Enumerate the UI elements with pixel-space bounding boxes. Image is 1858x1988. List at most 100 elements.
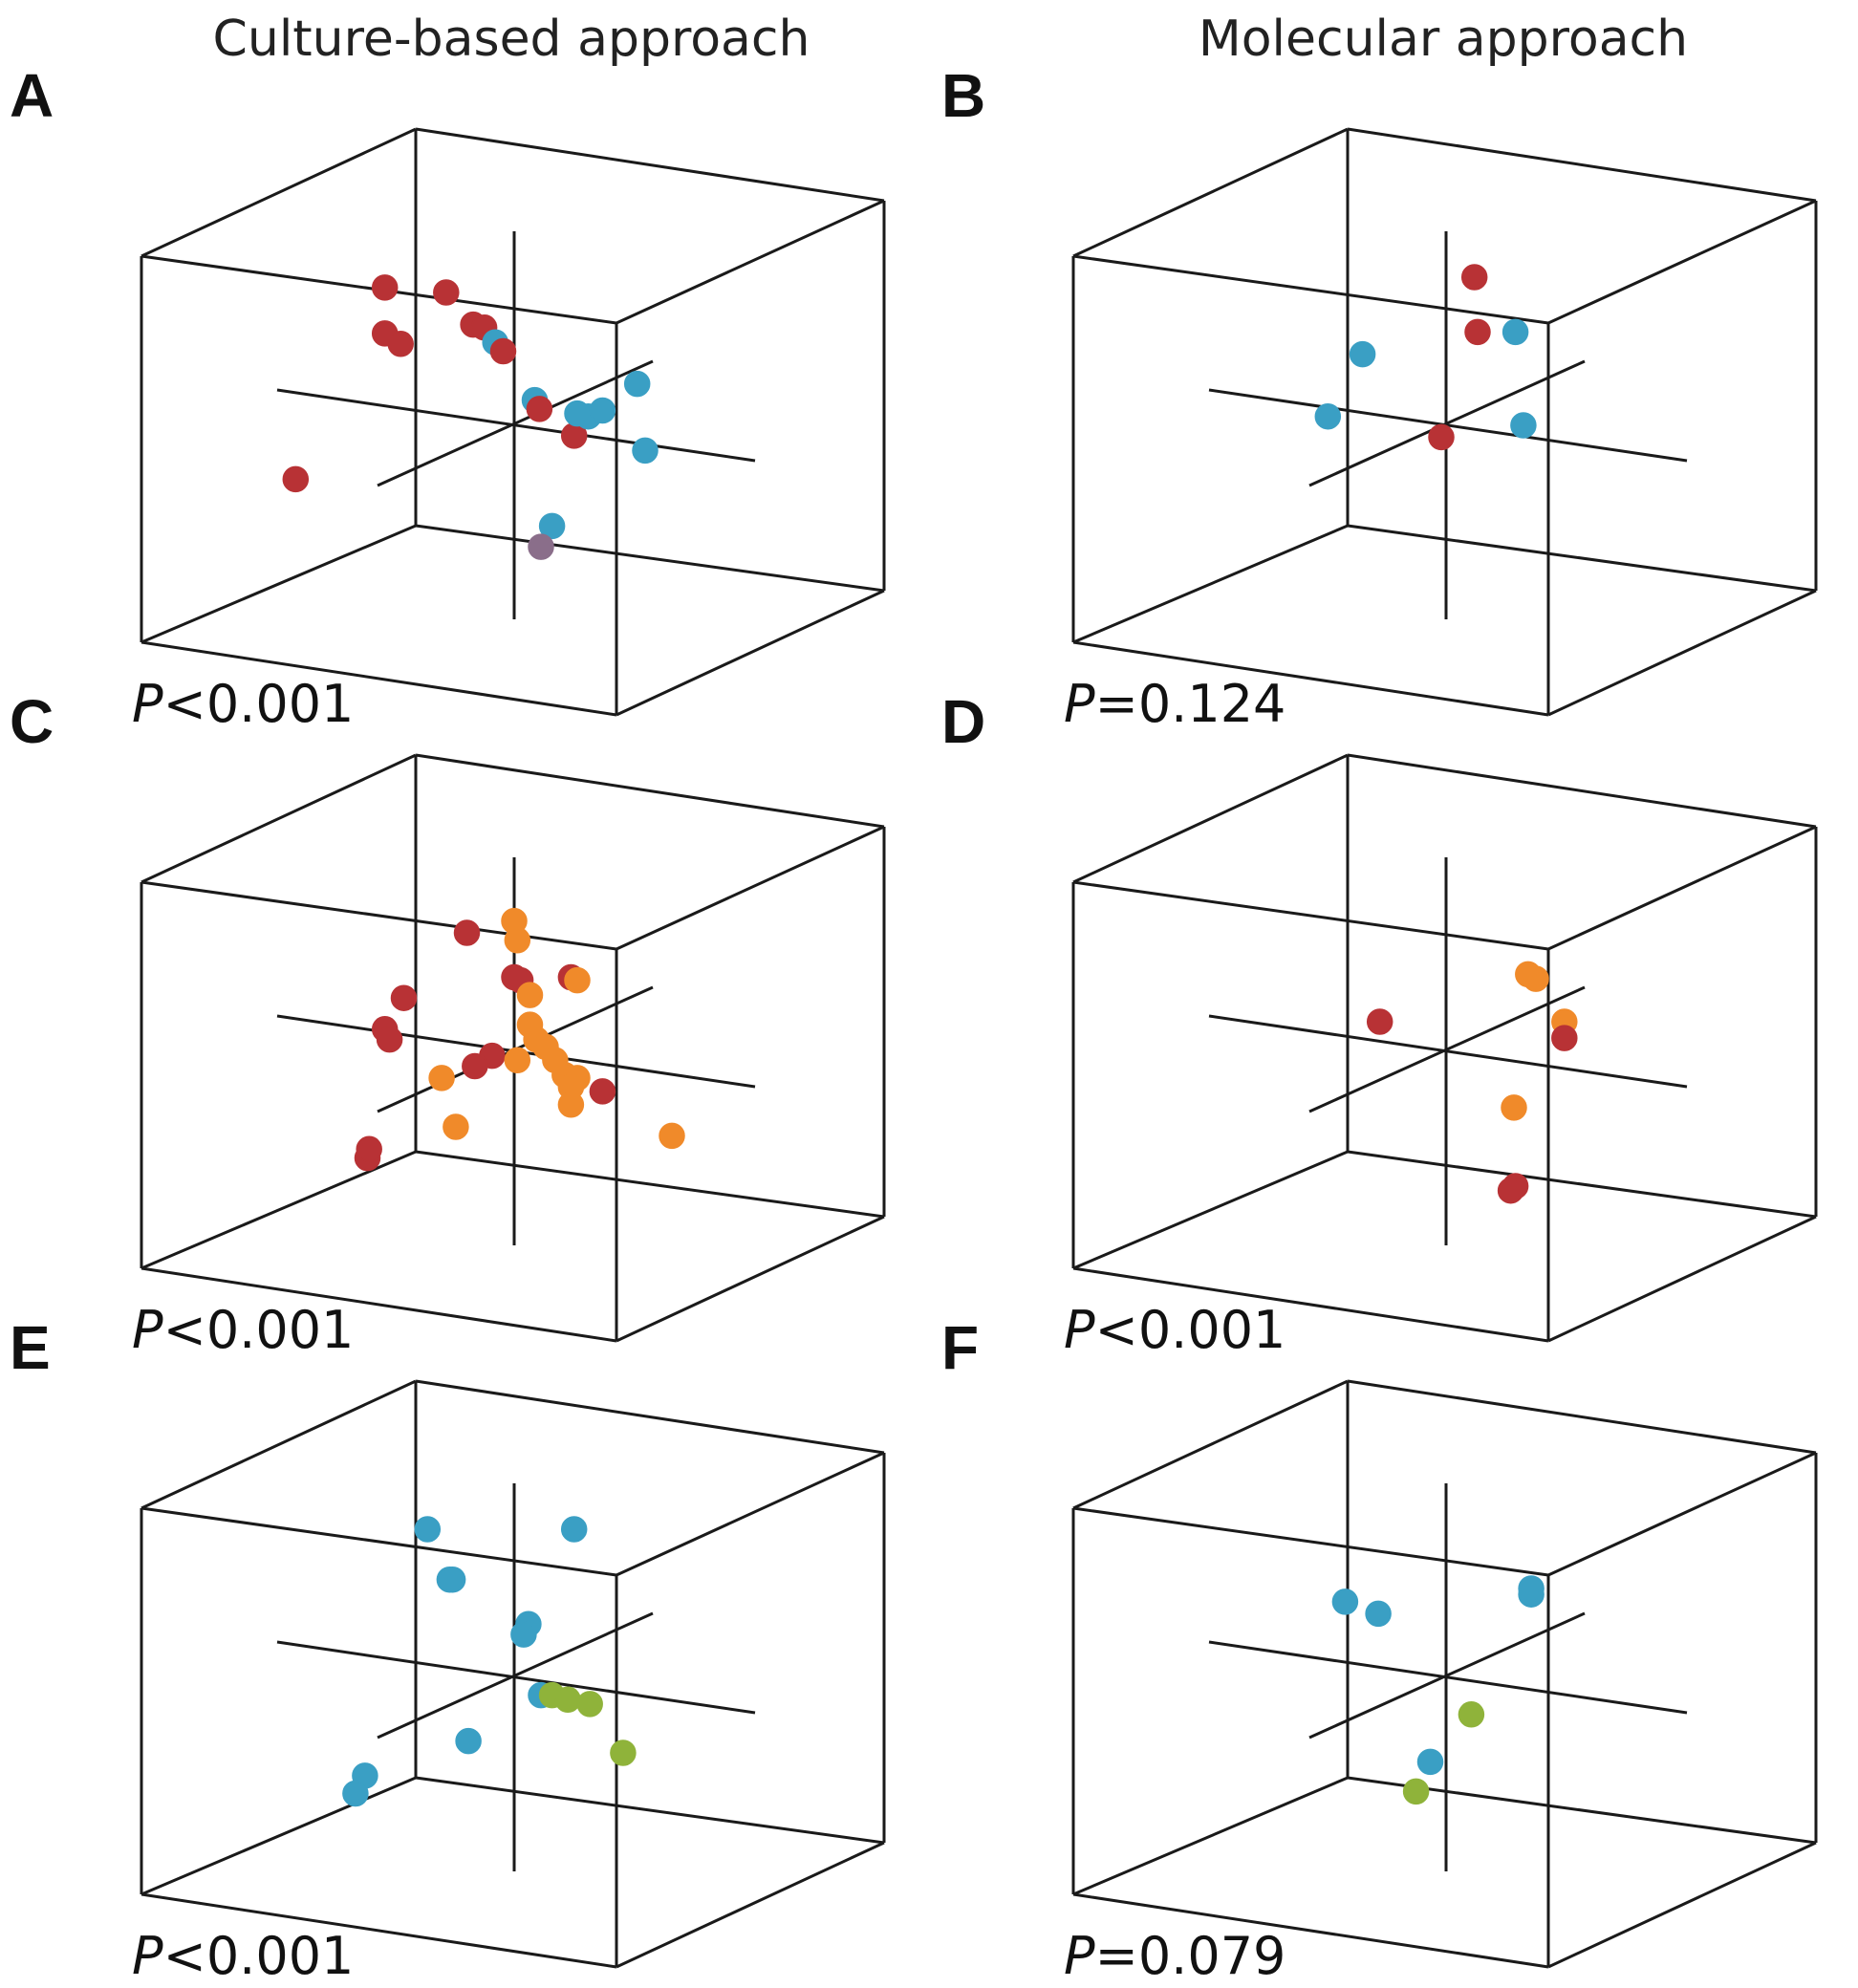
data-point xyxy=(1314,402,1342,430)
cube-edge xyxy=(140,1776,417,1896)
data-point xyxy=(526,396,553,422)
p-value-letter: P xyxy=(132,1926,163,1986)
panel-f: F P=0.079 xyxy=(941,1313,1818,1986)
cube-edge xyxy=(140,640,617,717)
cube-edge xyxy=(415,1379,885,1455)
data-point xyxy=(1331,1588,1359,1615)
p-value-letter: P xyxy=(132,1300,163,1360)
p-value-number: <0.001 xyxy=(163,1300,355,1360)
p-value-label: P=0.079 xyxy=(1064,1926,1285,1986)
p-value-label: P<0.001 xyxy=(132,1926,354,1986)
cube-edge xyxy=(140,753,417,884)
panel-a: A P<0.001 xyxy=(10,61,886,734)
cube-edge xyxy=(1347,524,1817,593)
panel-d: D P<0.001 xyxy=(941,687,1818,1360)
cube-edge xyxy=(140,1892,617,1969)
axis-line xyxy=(1208,1640,1688,1715)
data-point xyxy=(342,1780,369,1807)
data-point xyxy=(489,337,517,365)
cube-edge xyxy=(415,1150,885,1219)
data-point xyxy=(1551,1025,1578,1051)
cube-edge xyxy=(616,825,885,951)
data-point xyxy=(1497,1177,1524,1204)
cube-edge xyxy=(1072,1506,1549,1577)
data-point xyxy=(610,1740,637,1766)
cube-edge xyxy=(1547,199,1817,325)
cube-edge xyxy=(1347,753,1817,829)
data-point xyxy=(390,984,418,1011)
data-point xyxy=(1458,1701,1485,1728)
panel-c: C P<0.001 xyxy=(10,687,886,1360)
cube-edge xyxy=(1072,127,1349,258)
cube-edge xyxy=(140,1379,417,1510)
cube-edge xyxy=(140,524,417,644)
data-point xyxy=(1365,1600,1392,1628)
data-point xyxy=(1502,318,1529,346)
panel-e: E P<0.001 xyxy=(10,1313,886,1986)
axis-line xyxy=(377,359,654,487)
data-point xyxy=(1366,1008,1394,1035)
cube-edge xyxy=(616,1215,885,1343)
cube-edge xyxy=(616,1451,885,1577)
data-point xyxy=(1460,264,1488,291)
cube-edge xyxy=(140,127,417,258)
column-title-culture: Culture-based approach xyxy=(213,11,810,68)
data-point xyxy=(356,1135,382,1163)
p-value-number: <0.001 xyxy=(163,674,355,734)
cube-edge xyxy=(1547,1215,1817,1343)
data-point xyxy=(433,279,460,306)
data-point xyxy=(453,919,481,946)
data-point xyxy=(589,397,616,424)
axis-line xyxy=(1308,359,1586,487)
cube-edge xyxy=(1072,1776,1349,1896)
cube-edge xyxy=(1072,524,1349,644)
p-value-number: =0.079 xyxy=(1095,1926,1286,1986)
data-point xyxy=(428,1065,455,1091)
cube-edge xyxy=(1547,1841,1817,1969)
cube-edge xyxy=(1072,1379,1349,1510)
p-value-label: P<0.001 xyxy=(1064,1300,1285,1360)
cube-edge xyxy=(140,880,617,951)
panel-letter-b: B xyxy=(941,61,985,130)
p-value-label: P<0.001 xyxy=(132,1300,354,1360)
data-point xyxy=(376,1026,403,1053)
cube-edge xyxy=(1072,1150,1349,1270)
cube-edge xyxy=(1547,589,1817,717)
p-value-letter: P xyxy=(132,674,163,734)
data-point xyxy=(443,1113,469,1140)
axis-line xyxy=(1208,1014,1688,1089)
cube-edge xyxy=(1347,1379,1817,1455)
data-point xyxy=(455,1727,482,1755)
data-point xyxy=(623,370,651,398)
cube-edge xyxy=(140,1150,417,1270)
panel-letter-e: E xyxy=(10,1313,51,1382)
data-point xyxy=(387,331,414,357)
cube-edge xyxy=(415,753,885,829)
p-value-letter: P xyxy=(1064,674,1095,734)
cube-edge xyxy=(1547,825,1817,951)
axis-line xyxy=(276,388,756,463)
data-point xyxy=(371,274,399,301)
data-point xyxy=(1518,1575,1545,1602)
data-point xyxy=(439,1566,466,1593)
axis-line xyxy=(1308,1611,1586,1740)
data-point xyxy=(282,465,310,493)
data-point xyxy=(659,1122,685,1150)
axis-line xyxy=(1208,388,1688,463)
panel-letter-d: D xyxy=(941,687,985,756)
cube-edge xyxy=(415,127,885,203)
data-point xyxy=(504,1047,531,1074)
data-point xyxy=(538,512,566,540)
cube-edge xyxy=(415,524,885,593)
data-point xyxy=(1523,965,1549,992)
panel-letter-c: C xyxy=(10,687,54,756)
data-point xyxy=(589,1078,616,1105)
data-point xyxy=(462,1052,488,1080)
data-point xyxy=(554,1686,581,1714)
cube-edge xyxy=(1072,254,1549,325)
p-value-label: P<0.001 xyxy=(132,674,354,734)
p-value-label: P=0.124 xyxy=(1064,674,1285,734)
p-value-letter: P xyxy=(1064,1926,1095,1986)
data-point xyxy=(516,982,544,1008)
